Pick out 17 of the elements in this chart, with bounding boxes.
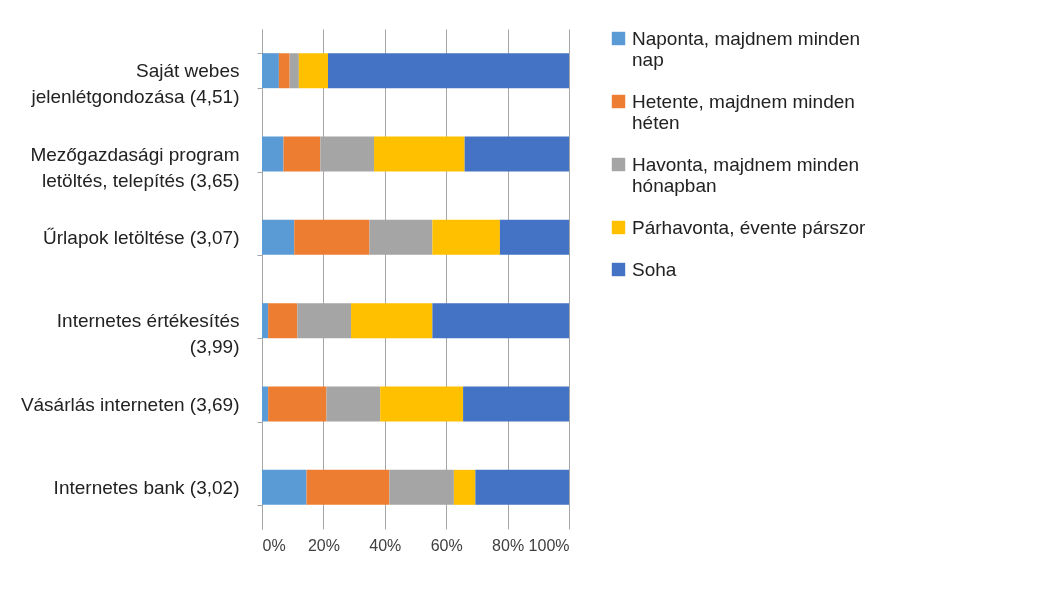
x-tick-label: 100%	[528, 536, 570, 554]
legend-label: Naponta, majdnem minden nap	[632, 27, 861, 70]
y-tick-label: Internetes bank (3,02)	[53, 476, 240, 498]
y-tick-label: Mezőgazdasági program letöltés, telepítés (3,65)	[30, 143, 240, 191]
legend-label: Havonta, majdnem minden hónapban	[632, 153, 860, 196]
x-tick-label: 20%	[307, 536, 340, 554]
x-tick-label: 60%	[430, 536, 463, 554]
x-tick-label: 0%	[262, 536, 286, 554]
legend-label: Hetente, majdnem minden héten	[632, 90, 855, 133]
y-tick-label: Űrlapok letöltése (3,07)	[43, 226, 240, 248]
y-tick-label: Vásárlás interneten (3,69)	[20, 393, 240, 415]
y-tick-label: Saját webes jelenlétgondozása (4,51)	[30, 60, 240, 108]
y-tick-label: Internetes értékesítés (3,99)	[56, 310, 240, 358]
legend-label: Soha	[632, 258, 677, 280]
x-tick-label: 40%	[369, 536, 402, 554]
legend-label: Párhavonta, évente párszor	[632, 216, 867, 238]
x-tick-label: 80%	[492, 536, 525, 554]
